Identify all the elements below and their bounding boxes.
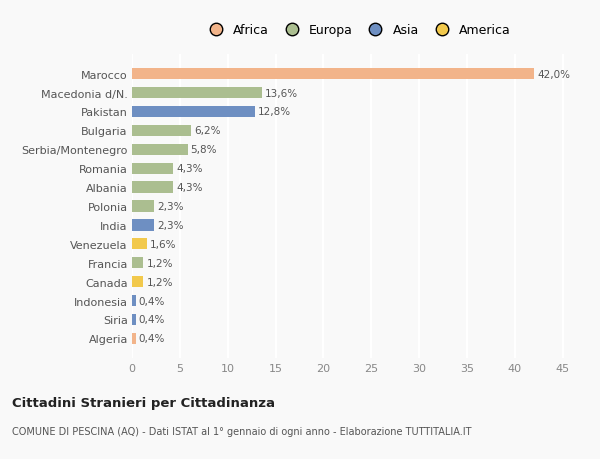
- Bar: [132, 239, 148, 250]
- Text: 0,4%: 0,4%: [139, 315, 165, 325]
- Bar: [132, 201, 154, 212]
- Text: 4,3%: 4,3%: [176, 183, 203, 193]
- Bar: [132, 144, 188, 156]
- Text: 42,0%: 42,0%: [537, 69, 570, 79]
- Text: 1,2%: 1,2%: [146, 258, 173, 268]
- Text: 1,6%: 1,6%: [150, 239, 176, 249]
- Bar: [132, 125, 191, 137]
- Bar: [132, 163, 173, 174]
- Bar: [132, 257, 143, 269]
- Text: 5,8%: 5,8%: [190, 145, 217, 155]
- Legend: Africa, Europa, Asia, America: Africa, Europa, Asia, America: [198, 19, 516, 42]
- Text: Cittadini Stranieri per Cittadinanza: Cittadini Stranieri per Cittadinanza: [12, 396, 275, 409]
- Bar: [132, 182, 173, 193]
- Bar: [132, 106, 254, 118]
- Bar: [132, 276, 143, 288]
- Bar: [132, 69, 534, 80]
- Bar: [132, 88, 262, 99]
- Text: COMUNE DI PESCINA (AQ) - Dati ISTAT al 1° gennaio di ogni anno - Elaborazione TU: COMUNE DI PESCINA (AQ) - Dati ISTAT al 1…: [12, 426, 472, 436]
- Text: 2,3%: 2,3%: [157, 202, 184, 212]
- Text: 0,4%: 0,4%: [139, 296, 165, 306]
- Text: 0,4%: 0,4%: [139, 334, 165, 344]
- Text: 4,3%: 4,3%: [176, 164, 203, 174]
- Text: 13,6%: 13,6%: [265, 89, 298, 98]
- Text: 2,3%: 2,3%: [157, 220, 184, 230]
- Bar: [132, 295, 136, 307]
- Text: 12,8%: 12,8%: [257, 107, 290, 117]
- Bar: [132, 220, 154, 231]
- Text: 6,2%: 6,2%: [194, 126, 221, 136]
- Text: 1,2%: 1,2%: [146, 277, 173, 287]
- Bar: [132, 314, 136, 325]
- Bar: [132, 333, 136, 344]
